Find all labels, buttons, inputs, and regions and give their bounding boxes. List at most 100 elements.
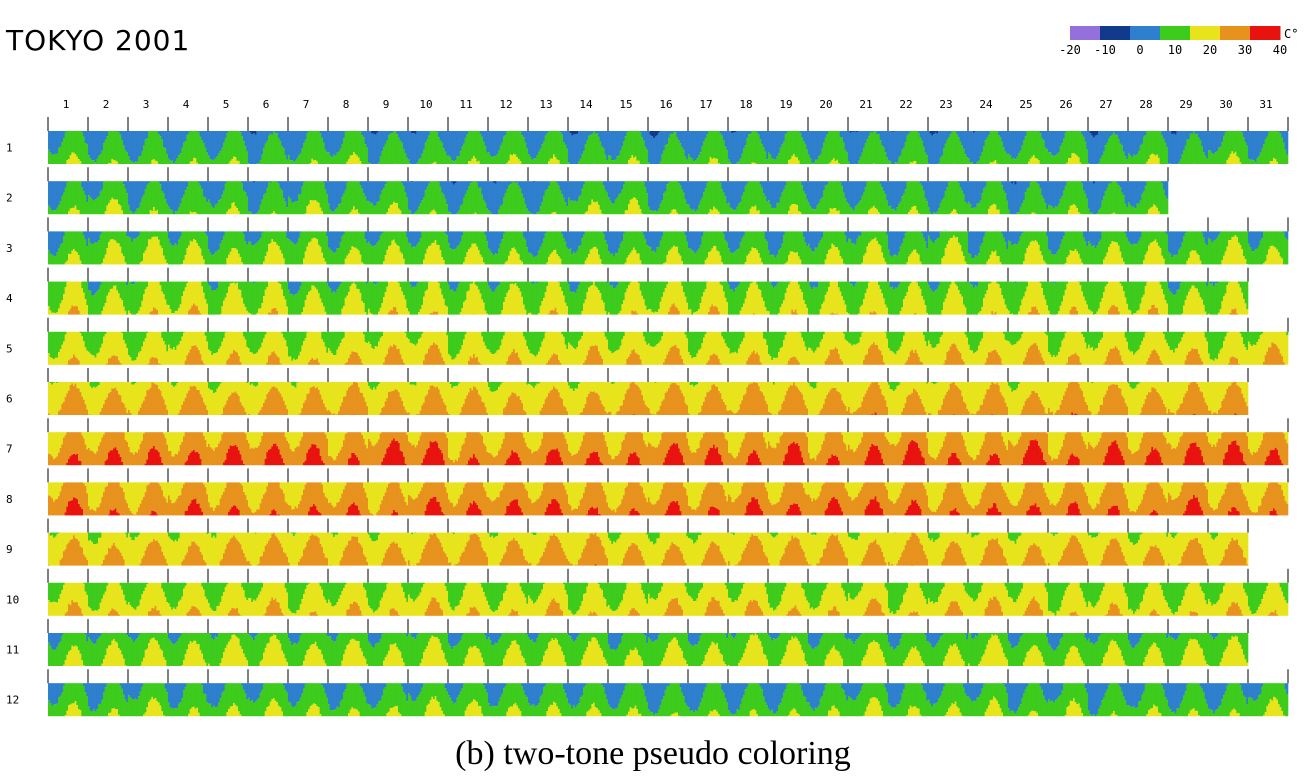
temp-cell-lower bbox=[771, 158, 774, 164]
temp-cell-upper bbox=[1119, 231, 1122, 252]
temp-cell-lower bbox=[931, 181, 934, 215]
temp-cell-upper bbox=[1088, 181, 1090, 209]
temp-cell-upper bbox=[348, 231, 350, 254]
temp-cell-upper bbox=[746, 181, 749, 184]
temp-cell-upper bbox=[583, 181, 585, 185]
temp-cell-upper bbox=[53, 131, 55, 155]
temp-cell-upper bbox=[264, 131, 267, 144]
temp-cell-upper bbox=[448, 281, 450, 285]
temp-cell-upper bbox=[1068, 131, 1070, 159]
temp-cell-upper bbox=[448, 181, 450, 212]
temp-cell-lower bbox=[856, 238, 859, 265]
temp-cell-lower bbox=[866, 181, 869, 215]
temp-cell-lower bbox=[554, 249, 557, 265]
temp-cell-lower bbox=[49, 253, 52, 265]
temp-cell-lower bbox=[98, 196, 100, 215]
temp-cell-lower bbox=[463, 261, 465, 265]
temp-cell-lower bbox=[48, 306, 50, 315]
temp-cell-lower bbox=[988, 208, 990, 215]
temp-cell-upper bbox=[294, 281, 297, 295]
temp-cell-lower bbox=[314, 200, 317, 215]
temp-cell-upper bbox=[233, 231, 235, 249]
temp-cell-upper bbox=[1129, 231, 1132, 244]
temp-cell-upper bbox=[234, 281, 237, 284]
temp-cell-upper bbox=[838, 231, 840, 251]
temp-cell-upper bbox=[791, 231, 794, 252]
temp-cell-upper bbox=[791, 181, 794, 205]
temp-cell-upper bbox=[929, 231, 932, 240]
temp-cell-lower bbox=[173, 245, 175, 265]
temp-cell-lower bbox=[344, 131, 347, 164]
temp-cell-lower bbox=[1024, 253, 1027, 265]
temp-cell-lower bbox=[158, 182, 160, 215]
temp-cell-upper bbox=[646, 231, 649, 246]
temp-cell-upper bbox=[473, 131, 475, 156]
temp-cell-upper bbox=[146, 181, 149, 185]
temp-cell-lower bbox=[896, 207, 899, 215]
temp-cell-lower bbox=[1211, 153, 1214, 164]
temp-cell-upper bbox=[949, 131, 952, 135]
legend-color-band bbox=[1250, 26, 1281, 40]
temp-cell-upper bbox=[1161, 131, 1164, 136]
temp-cell-lower bbox=[419, 203, 422, 215]
temp-cell-upper bbox=[148, 231, 150, 240]
temp-cell-upper bbox=[1126, 231, 1129, 238]
temp-cell-lower bbox=[399, 140, 402, 164]
temp-cell-upper bbox=[923, 181, 925, 191]
temp-cell-upper bbox=[849, 181, 852, 208]
temp-cell-lower bbox=[329, 155, 332, 164]
temp-cell-upper bbox=[626, 231, 629, 258]
temp-cell-lower bbox=[1188, 139, 1190, 164]
temp-cell-lower bbox=[221, 240, 224, 265]
temp-cell-upper bbox=[246, 181, 249, 197]
temp-cell-upper bbox=[451, 231, 454, 250]
temp-cell-lower bbox=[443, 298, 445, 315]
temp-cell-lower bbox=[1103, 151, 1105, 164]
temp-cell-upper bbox=[1028, 231, 1030, 246]
temp-cell-lower bbox=[766, 159, 769, 164]
temp-cell-upper bbox=[478, 181, 480, 188]
month-label: 2 bbox=[6, 192, 13, 205]
temp-cell-upper bbox=[251, 181, 254, 214]
temp-cell-lower bbox=[363, 303, 365, 315]
temp-cell-lower bbox=[1218, 147, 1220, 164]
temp-cell-upper bbox=[578, 231, 580, 247]
temp-cell-lower bbox=[983, 146, 985, 164]
temp-cell-upper bbox=[889, 131, 892, 162]
temp-cell-upper bbox=[179, 181, 182, 204]
temp-cell-lower bbox=[338, 247, 340, 265]
temp-cell-upper bbox=[1113, 181, 1115, 213]
temp-cell-lower bbox=[753, 248, 755, 265]
temp-cell-lower bbox=[1034, 157, 1037, 164]
temp-cell-lower bbox=[784, 134, 787, 164]
temp-cell-lower bbox=[56, 252, 59, 265]
temp-cell-upper bbox=[731, 131, 734, 134]
temp-cell-lower bbox=[1028, 245, 1030, 265]
temp-cell-upper bbox=[469, 131, 472, 162]
temp-cell-lower bbox=[196, 162, 199, 164]
temp-cell-upper bbox=[189, 131, 192, 162]
temp-cell-lower bbox=[208, 199, 210, 215]
temp-cell-upper bbox=[438, 131, 440, 138]
temp-cell-lower bbox=[1144, 186, 1147, 215]
temp-cell-lower bbox=[358, 157, 360, 164]
temp-cell-lower bbox=[966, 203, 969, 215]
temp-cell-lower bbox=[139, 306, 142, 315]
temp-cell-upper bbox=[879, 231, 882, 246]
month-row: 3 bbox=[6, 217, 1289, 265]
temp-cell-lower bbox=[276, 182, 279, 215]
temp-cell-upper bbox=[1209, 231, 1212, 240]
temp-cell-upper bbox=[328, 131, 330, 153]
temp-cell-lower bbox=[388, 312, 390, 315]
temp-cell-upper bbox=[594, 181, 597, 203]
temp-cell-lower bbox=[178, 207, 180, 215]
temp-cell-lower bbox=[128, 204, 130, 215]
day-tick-label: 20 bbox=[819, 98, 832, 111]
temp-cell-upper bbox=[641, 181, 644, 214]
temp-cell-lower bbox=[846, 152, 849, 164]
temp-cell-upper bbox=[694, 231, 697, 254]
temp-cell-lower bbox=[348, 159, 350, 164]
temp-cell-upper bbox=[1059, 131, 1062, 146]
temp-cell-upper bbox=[609, 181, 612, 201]
temp-cell-upper bbox=[409, 281, 412, 285]
